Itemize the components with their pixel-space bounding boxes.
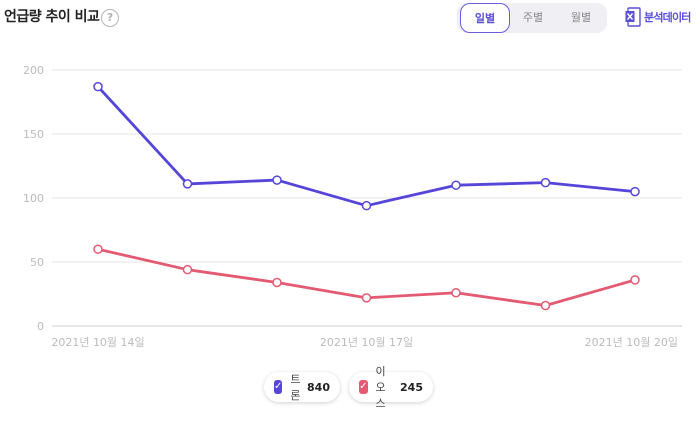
y-tick-label: 0 xyxy=(37,320,44,333)
data-point xyxy=(93,81,103,92)
x-tick-label: 2021년 10월 14일 xyxy=(51,335,144,349)
tab-monthly[interactable]: 월별 xyxy=(570,11,592,24)
data-point xyxy=(361,200,372,211)
data-point xyxy=(540,300,551,311)
y-tick-label: 200 xyxy=(23,64,44,77)
line-chart: 0 50 100 150 200 2021년 10월 14일 2021년 10월 17일 20… xyxy=(23,64,682,349)
chart-title: 언급량 추이 비교 xyxy=(4,9,100,25)
legend-series-count: 840 xyxy=(307,380,330,394)
data-point xyxy=(182,179,193,189)
y-tick-label: 150 xyxy=(23,128,44,141)
export-data-label: 분석데이터 xyxy=(644,11,691,24)
data-point xyxy=(451,180,461,190)
data-point xyxy=(451,287,461,298)
tab-weekly[interactable]: 주별 xyxy=(522,11,544,24)
data-point xyxy=(540,177,551,188)
data-point xyxy=(272,277,282,288)
export-data-button[interactable]: 분석데이터 xyxy=(625,6,691,28)
data-point xyxy=(272,175,282,185)
x-tick-label: 2021년 10월 17일 xyxy=(320,335,413,349)
legend-series-name: 이오스 xyxy=(375,365,386,410)
series-line xyxy=(96,85,636,208)
data-point xyxy=(361,293,372,303)
check-icon: ✓ xyxy=(359,380,368,394)
y-tick-label: 50 xyxy=(30,256,44,269)
help-icon[interactable]: ? xyxy=(101,9,119,27)
data-point xyxy=(93,244,103,254)
period-tab-group: 일별 주별 월별 xyxy=(457,3,607,33)
data-point xyxy=(182,264,193,275)
data-point xyxy=(630,186,640,197)
legend-item-tron[interactable]: ✓ 트론 840 xyxy=(264,372,340,402)
legend-series-count: 245 xyxy=(400,380,423,394)
data-point xyxy=(630,275,640,285)
tab-daily[interactable]: 일별 xyxy=(460,3,510,33)
x-tick-label: 2021년 10월 20일 xyxy=(585,335,678,349)
chart-header: 언급량 추이 비교 ? 일별 주별 월별 분석데이터 xyxy=(0,0,700,40)
legend-series-name: 트론 xyxy=(290,373,301,402)
check-icon: ✓ xyxy=(274,380,283,394)
excel-icon xyxy=(625,7,641,27)
legend-item-eos[interactable]: ✓ 이오스 245 xyxy=(349,365,433,410)
chart-legend: ✓ 트론 840 ✓ 이오스 245 xyxy=(0,365,700,410)
y-tick-label: 100 xyxy=(23,192,44,205)
